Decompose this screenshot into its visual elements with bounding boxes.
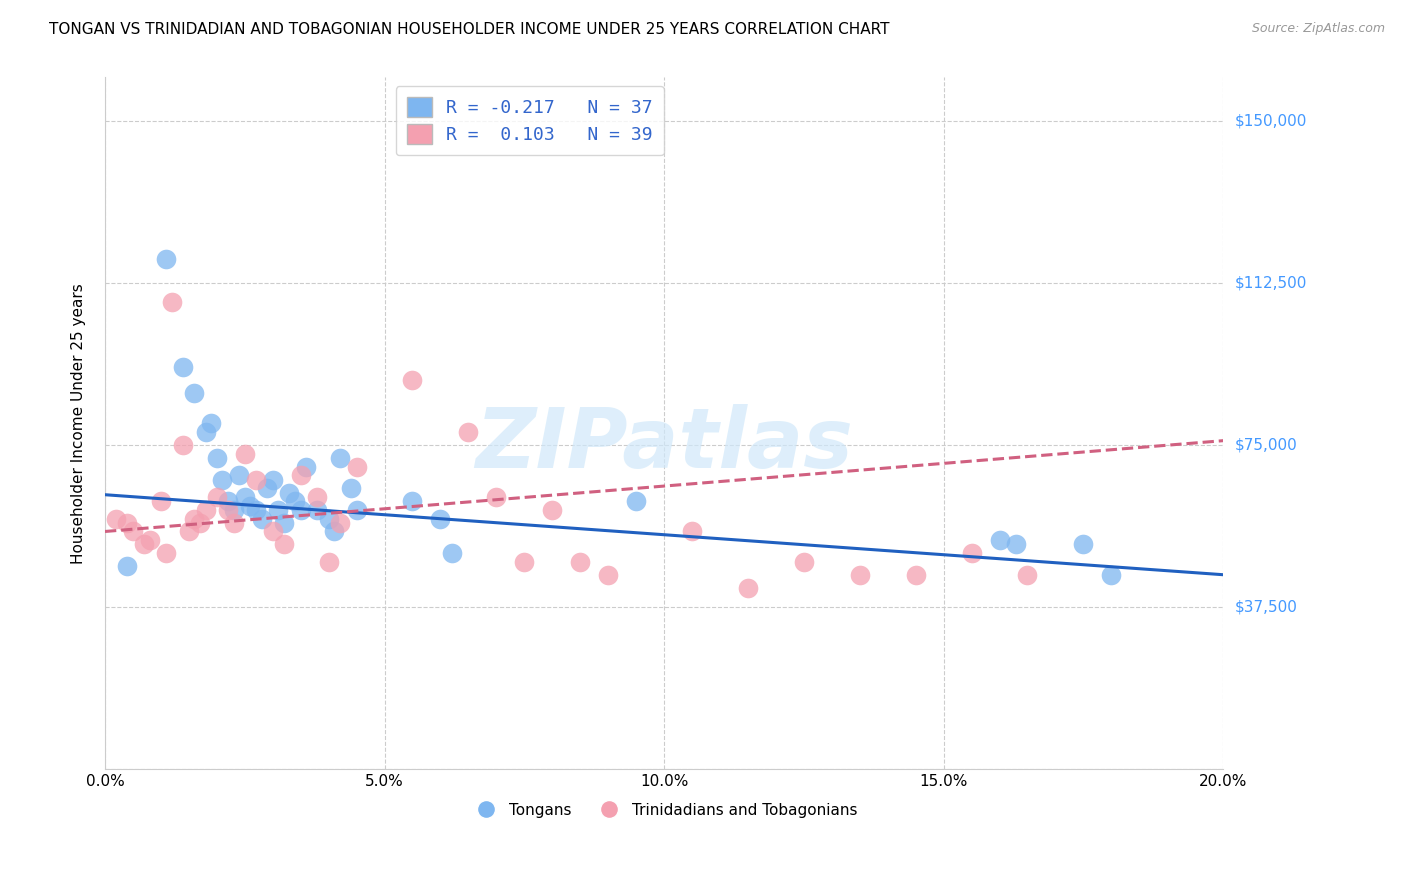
Point: [429, 511, 451, 525]
Point: [267, 503, 290, 517]
Point: [194, 425, 217, 439]
Point: [681, 524, 703, 539]
Point: [245, 473, 267, 487]
Point: [284, 494, 307, 508]
Point: [485, 490, 508, 504]
Point: [307, 490, 329, 504]
Point: [245, 503, 267, 517]
Text: $75,000: $75,000: [1234, 437, 1296, 452]
Point: [1073, 537, 1095, 551]
Point: [262, 473, 284, 487]
Y-axis label: Householder Income Under 25 years: Householder Income Under 25 years: [72, 283, 86, 564]
Point: [155, 546, 177, 560]
Point: [200, 417, 222, 431]
Point: [329, 516, 352, 530]
Point: [278, 485, 301, 500]
Point: [401, 494, 423, 508]
Point: [188, 516, 211, 530]
Text: Source: ZipAtlas.com: Source: ZipAtlas.com: [1251, 22, 1385, 36]
Point: [401, 373, 423, 387]
Point: [138, 533, 160, 548]
Point: [307, 503, 329, 517]
Text: ZIPatlas: ZIPatlas: [475, 403, 853, 484]
Text: $150,000: $150,000: [1234, 113, 1306, 128]
Point: [155, 252, 177, 266]
Point: [183, 511, 205, 525]
Point: [256, 481, 278, 495]
Point: [172, 438, 194, 452]
Point: [1017, 567, 1039, 582]
Point: [323, 524, 346, 539]
Point: [848, 567, 870, 582]
Point: [228, 468, 250, 483]
Point: [211, 473, 233, 487]
Legend: Tongans, Trinidadians and Tobagonians: Tongans, Trinidadians and Tobagonians: [464, 797, 863, 824]
Point: [149, 494, 172, 508]
Text: TONGAN VS TRINIDADIAN AND TOBAGONIAN HOUSEHOLDER INCOME UNDER 25 YEARS CORRELATI: TONGAN VS TRINIDADIAN AND TOBAGONIAN HOU…: [49, 22, 890, 37]
Point: [122, 524, 145, 539]
Point: [1005, 537, 1028, 551]
Point: [217, 503, 239, 517]
Point: [988, 533, 1011, 548]
Point: [457, 425, 479, 439]
Point: [177, 524, 200, 539]
Text: $37,500: $37,500: [1234, 599, 1298, 615]
Point: [295, 459, 318, 474]
Point: [205, 450, 228, 465]
Point: [134, 537, 156, 551]
Point: [273, 537, 295, 551]
Point: [205, 490, 228, 504]
Point: [624, 494, 647, 508]
Point: [273, 516, 295, 530]
Text: $112,500: $112,500: [1234, 276, 1306, 290]
Point: [117, 516, 139, 530]
Point: [239, 499, 262, 513]
Point: [233, 490, 256, 504]
Point: [329, 450, 352, 465]
Point: [160, 295, 183, 310]
Point: [290, 503, 312, 517]
Point: [346, 503, 368, 517]
Point: [172, 360, 194, 375]
Point: [318, 511, 340, 525]
Point: [262, 524, 284, 539]
Point: [183, 386, 205, 401]
Point: [105, 511, 128, 525]
Point: [904, 567, 927, 582]
Point: [222, 516, 245, 530]
Point: [1099, 567, 1122, 582]
Point: [318, 555, 340, 569]
Point: [960, 546, 983, 560]
Point: [250, 511, 273, 525]
Point: [737, 581, 759, 595]
Point: [541, 503, 564, 517]
Point: [513, 555, 536, 569]
Point: [340, 481, 363, 495]
Point: [440, 546, 463, 560]
Point: [598, 567, 620, 582]
Point: [569, 555, 592, 569]
Point: [194, 503, 217, 517]
Point: [346, 459, 368, 474]
Point: [222, 503, 245, 517]
Point: [793, 555, 815, 569]
Point: [117, 559, 139, 574]
Point: [217, 494, 239, 508]
Point: [233, 447, 256, 461]
Point: [290, 468, 312, 483]
